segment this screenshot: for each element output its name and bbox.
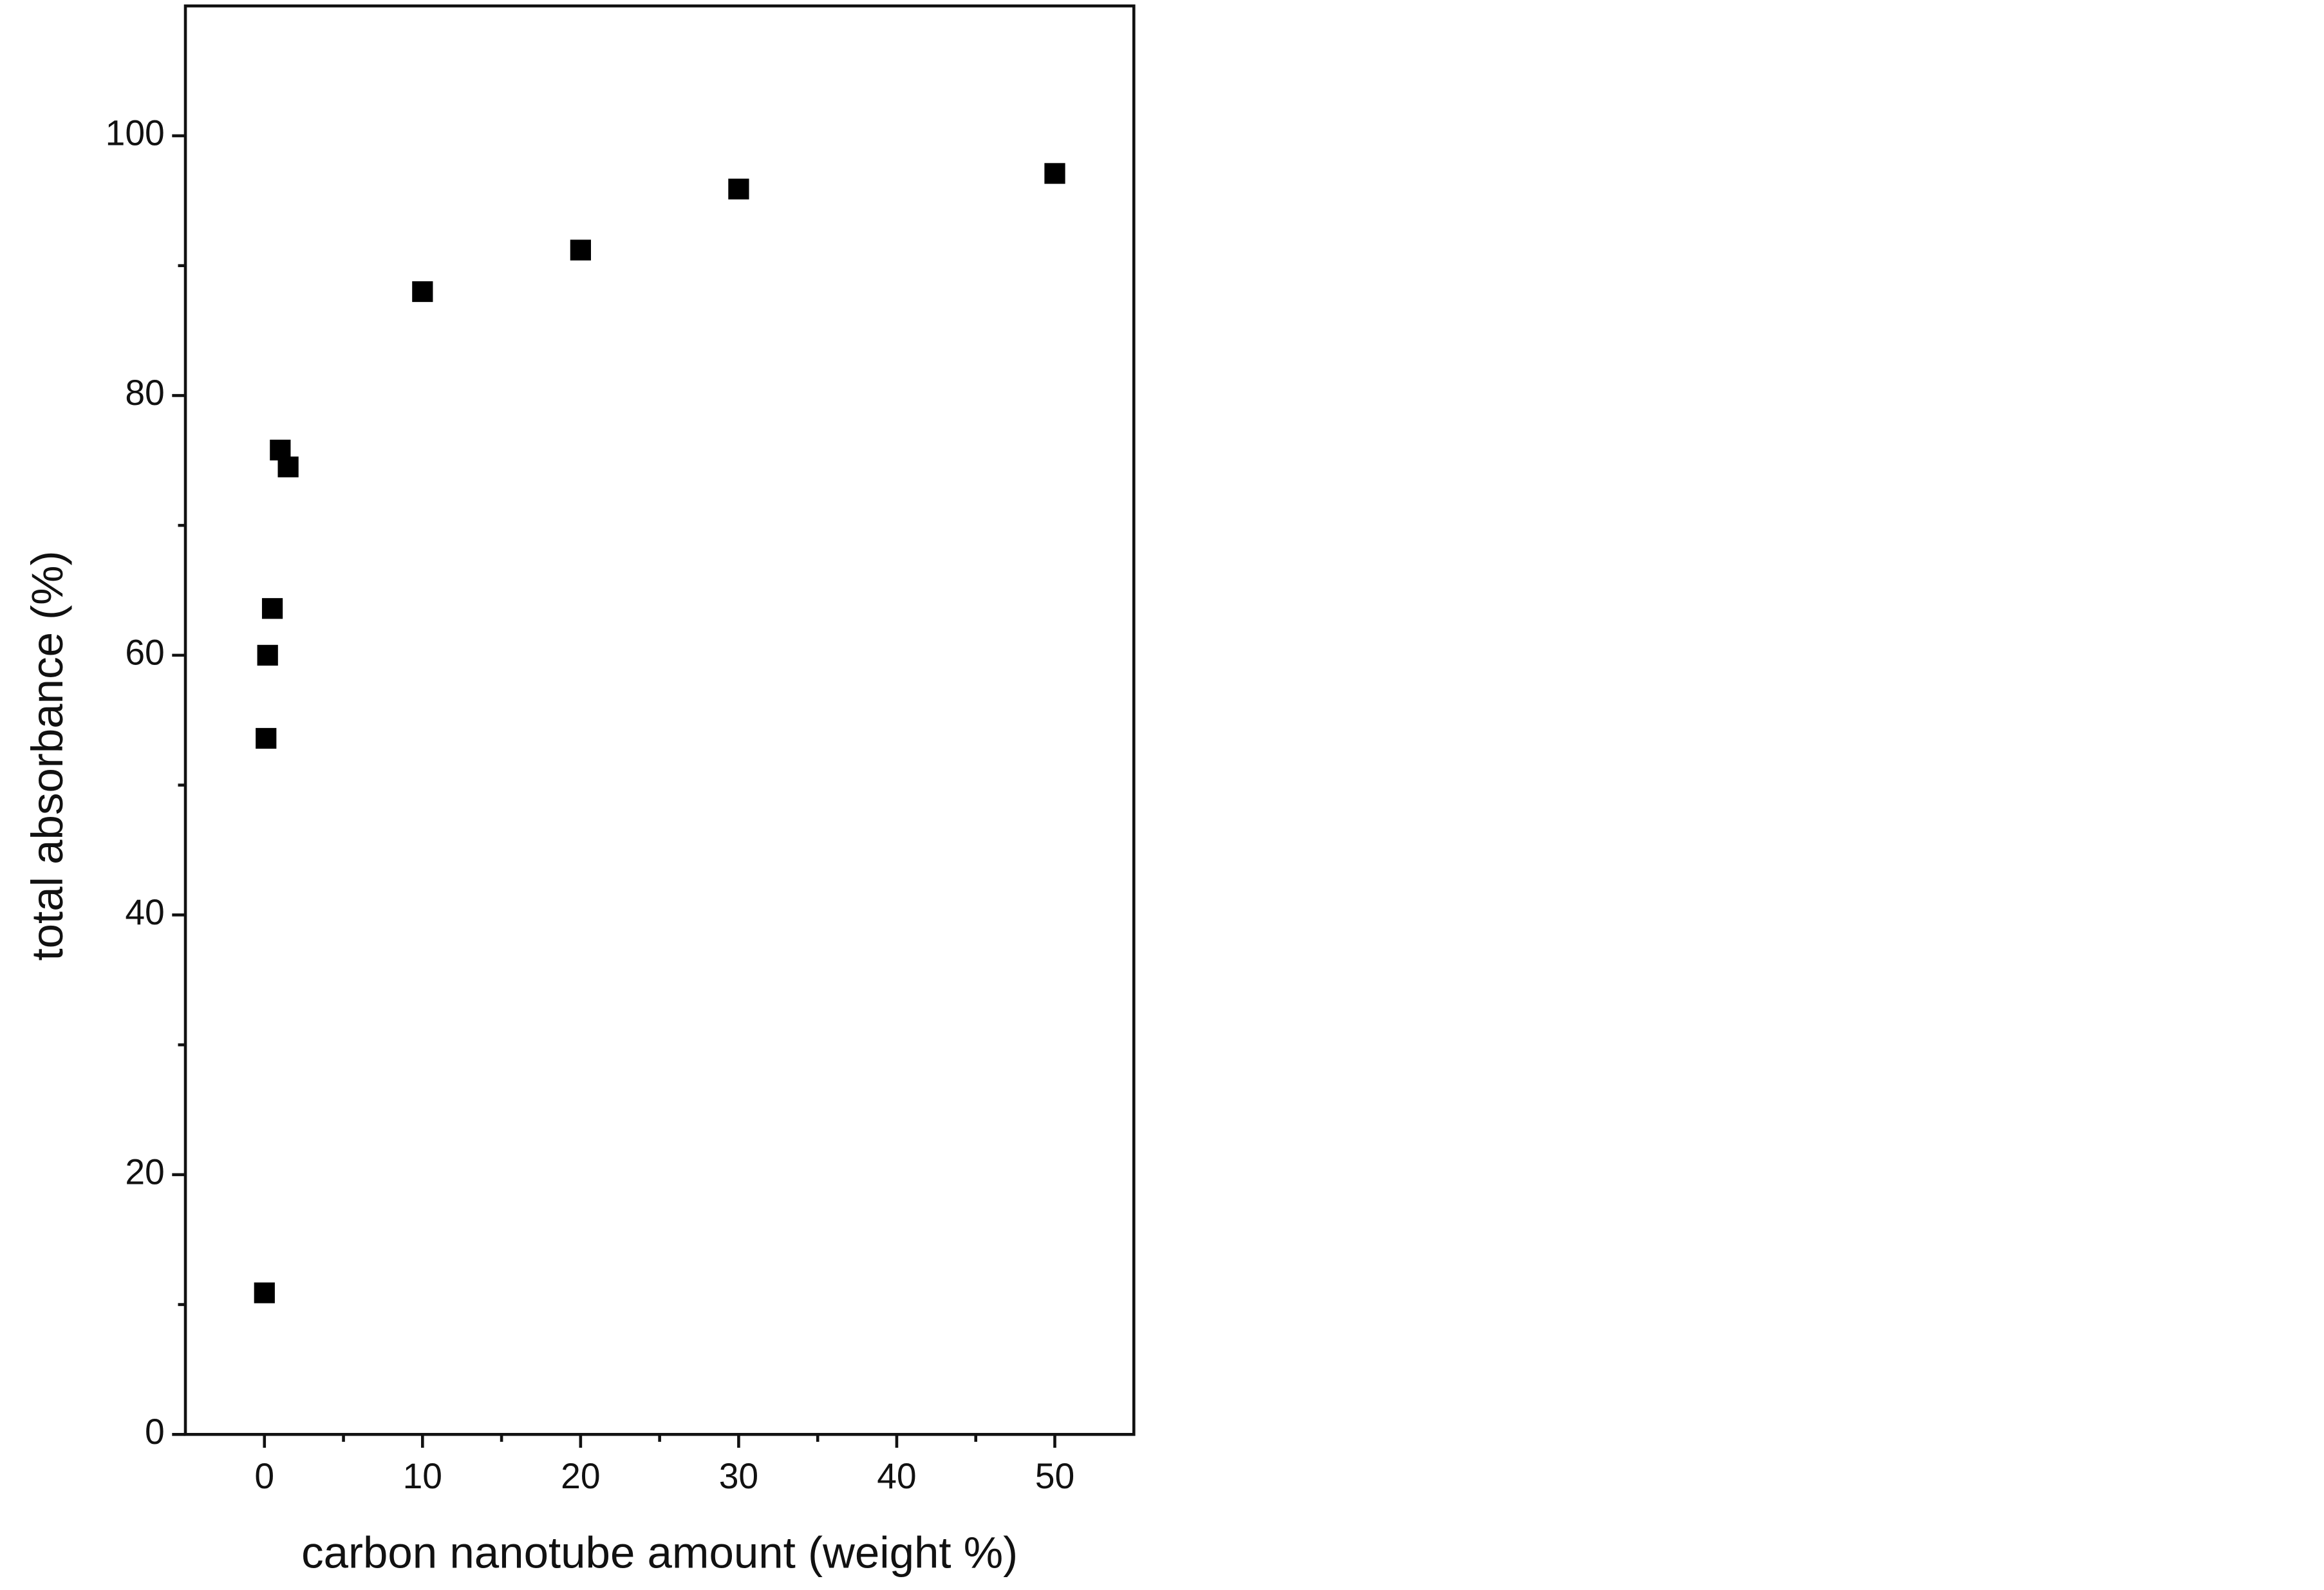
x-tick-label: 10: [403, 1456, 442, 1496]
marker: [1044, 163, 1065, 184]
x-tick-label: 0: [254, 1456, 274, 1496]
marker: [277, 456, 299, 478]
x-tick-label: 30: [719, 1456, 758, 1496]
y-axis-title: total absorbance (%): [22, 550, 72, 960]
marker: [570, 239, 591, 261]
y-tick-label: 100: [106, 113, 165, 153]
x-tick-label: 40: [877, 1456, 916, 1496]
x-tick-label: 50: [1035, 1456, 1074, 1496]
marker: [261, 598, 283, 619]
plot-frame: [183, 4, 1136, 1436]
y-tick-label: 60: [125, 632, 164, 672]
marker: [256, 727, 277, 749]
marker: [257, 644, 278, 666]
marker: [412, 281, 433, 303]
marker: [728, 178, 749, 200]
y-tick-label: 80: [125, 373, 164, 413]
x-axis-title: carbon nanotube amount (weight %): [301, 1527, 1018, 1577]
y-tick-label: 20: [125, 1152, 164, 1192]
y-tick-label: 0: [145, 1412, 165, 1452]
y-tick-label: 40: [125, 892, 164, 932]
x-tick-label: 20: [561, 1456, 600, 1496]
marker: [254, 1282, 275, 1304]
